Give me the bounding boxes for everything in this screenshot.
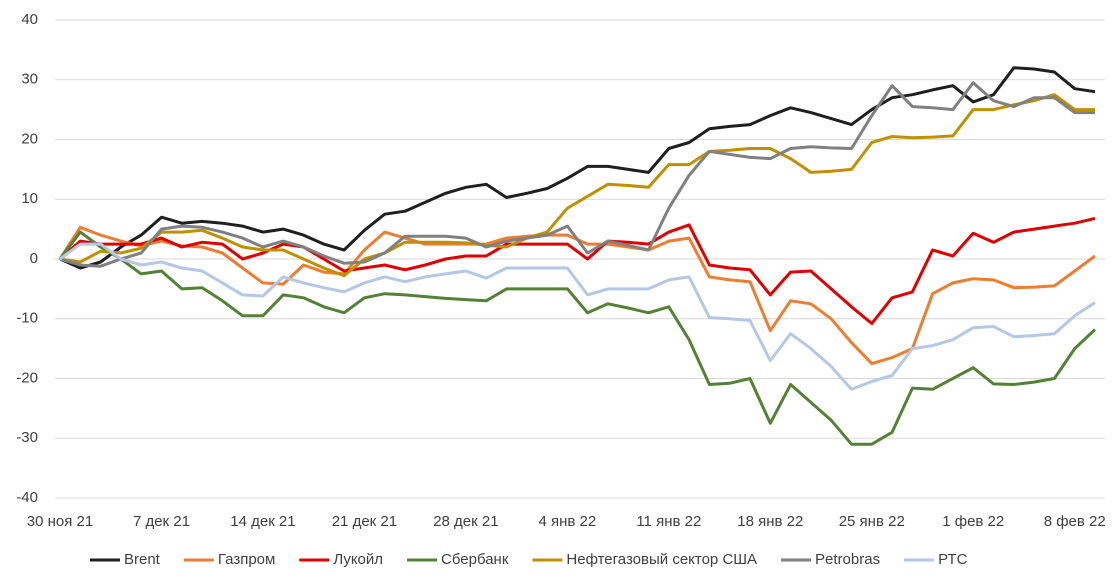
x-tick-label: 8 фев 22: [1044, 513, 1106, 530]
series-line: [59, 93, 1095, 278]
x-tick-label: 1 фев 22: [942, 513, 1004, 530]
y-tick-label: 40: [21, 11, 38, 28]
y-tick-label: 30: [21, 71, 38, 88]
x-tick-label: 18 янв 22: [737, 513, 803, 530]
legend-label: Газпром: [218, 551, 275, 568]
x-tick-label: 14 дек 21: [230, 513, 295, 530]
x-tick-label: 7 дек 21: [133, 513, 190, 530]
y-tick-label: -30: [16, 429, 38, 446]
y-tick-label: -40: [16, 489, 38, 506]
legend-label: Лукойл: [333, 551, 383, 568]
x-tick-label: 25 янв 22: [839, 513, 905, 530]
x-tick-label: 4 янв 22: [538, 513, 596, 530]
legend-label: Сбербанк: [441, 551, 509, 568]
y-tick-label: -10: [16, 310, 38, 327]
series-line: [59, 242, 1096, 391]
legend-label: РТС: [938, 551, 967, 568]
x-tick-label: 11 янв 22: [636, 513, 701, 530]
x-tick-label: 21 дек 21: [332, 513, 397, 530]
x-tick-label: 28 дек 21: [433, 513, 498, 530]
y-tick-label: 0: [30, 250, 38, 267]
y-tick-label: 10: [21, 190, 38, 207]
series-line: [59, 216, 1096, 325]
series-line: [59, 66, 1096, 270]
legend-label: Нефтегазовый сектор США: [566, 551, 757, 568]
legend-label: Brent: [124, 551, 161, 568]
series-line: [58, 230, 1097, 446]
y-tick-label: 20: [21, 130, 38, 147]
legend-label: Petrobras: [815, 551, 880, 568]
series-line: [59, 81, 1095, 268]
y-tick-label: -20: [16, 369, 38, 386]
x-tick-label: 30 ноя 21: [27, 513, 93, 530]
